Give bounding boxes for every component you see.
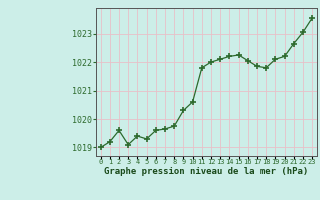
X-axis label: Graphe pression niveau de la mer (hPa): Graphe pression niveau de la mer (hPa) [104, 167, 308, 176]
